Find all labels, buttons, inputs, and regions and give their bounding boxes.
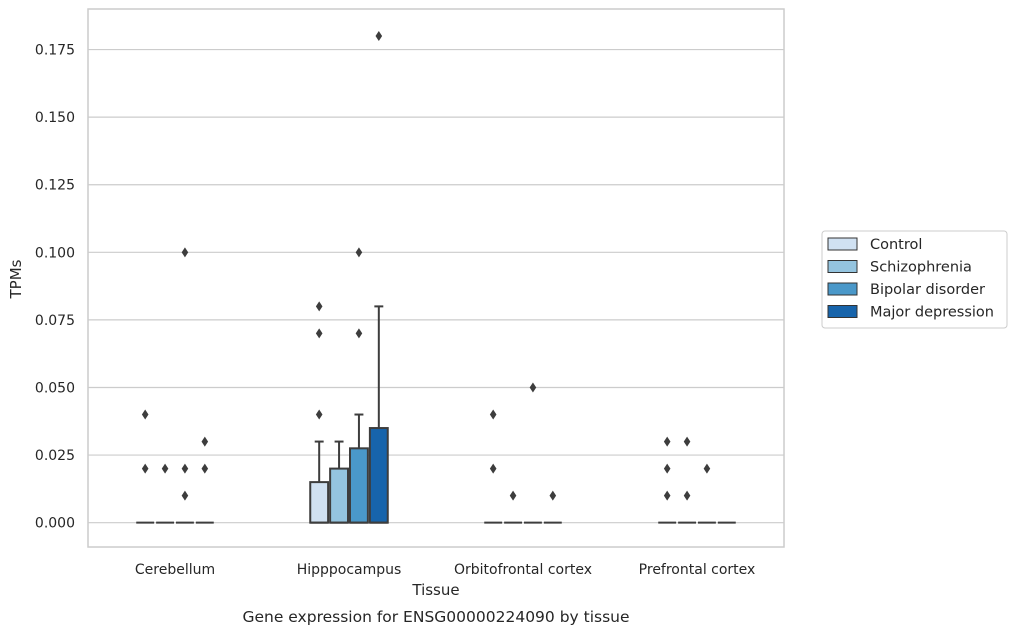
legend-label: Schizophrenia: [870, 260, 972, 276]
box-group: [678, 436, 696, 524]
box-group: [195, 436, 214, 524]
outlier-point: [181, 490, 189, 501]
legend-label: Major depression: [870, 305, 994, 321]
y-tick-label: 0.100: [35, 245, 75, 261]
box: [349, 447, 369, 524]
legend-swatch: [827, 237, 858, 251]
outlier-point: [141, 463, 149, 474]
outlier-point: [509, 490, 517, 501]
chart-caption: Gene expression for ENSG00000224090 by t…: [242, 608, 629, 626]
box-group: [543, 490, 562, 524]
outlier-point: [141, 409, 149, 420]
y-tick-label: 0.150: [35, 110, 75, 126]
outlier-point: [375, 31, 383, 42]
outlier-point: [355, 247, 363, 258]
box-group: [368, 31, 389, 524]
outlier-point: [663, 436, 671, 447]
legend-swatch: [827, 305, 858, 318]
outlier-point: [683, 436, 691, 447]
box: [368, 427, 389, 524]
legend-swatch: [827, 282, 858, 296]
y-tick-labels: 0.000 0.025 0.050 0.075 0.100 0.125 0.150 0.175: [35, 43, 75, 532]
x-tick-label: Prefrontal cortex: [639, 562, 756, 578]
y-tick-label: 0.175: [35, 43, 75, 59]
box-series: [136, 31, 736, 524]
outlier-point: [355, 328, 363, 339]
box-group: [329, 440, 350, 524]
outlier-point: [489, 463, 497, 474]
outlier-point: [663, 490, 671, 501]
outlier-point: [703, 463, 711, 474]
outlier-point: [315, 409, 323, 420]
outlier-point: [315, 301, 323, 312]
box-group: [176, 247, 194, 524]
x-tick-label: Cerebellum: [135, 562, 215, 578]
y-tick-label: 0.025: [35, 448, 75, 464]
box-group: [484, 409, 503, 524]
box-group: [698, 463, 716, 524]
box-group: [136, 409, 155, 524]
legend-swatch: [827, 260, 858, 273]
x-tick-label: Orbitofrontal cortex: [454, 562, 592, 578]
box-group: [349, 247, 369, 524]
box-group: [504, 490, 522, 524]
box-group: [658, 436, 677, 524]
y-axis-label: TPMs: [7, 259, 25, 299]
outlier-point: [663, 463, 671, 474]
outlier-point: [181, 247, 189, 258]
x-tick-labels: Cerebellum Hipppocampus Orbitofrontal cort…: [135, 562, 755, 578]
outlier-point: [181, 463, 189, 474]
outlier-point: [201, 436, 209, 447]
x-tick-label: Hipppocampus: [297, 562, 402, 578]
outlier-point: [201, 463, 209, 474]
box-group: [524, 382, 542, 524]
plot-frame: [87, 8, 785, 548]
x-axis-label: Tissue: [411, 581, 459, 599]
outlier-point: [683, 490, 691, 501]
box: [309, 481, 330, 524]
legend-label: Bipolar disorder: [870, 282, 985, 298]
gridlines: [88, 48, 784, 524]
legend-frame: [821, 230, 1008, 329]
outlier-point: [529, 382, 537, 393]
box-group: [156, 463, 174, 524]
legend-label: Control: [870, 237, 922, 253]
outlier-point: [315, 328, 323, 339]
y-tick-label: 0.000: [35, 516, 75, 532]
outlier-point: [489, 409, 497, 420]
outlier-point: [549, 490, 557, 501]
box: [329, 467, 350, 524]
y-tick-label: 0.075: [35, 313, 75, 329]
y-tick-label: 0.050: [35, 380, 75, 396]
outlier-point: [161, 463, 169, 474]
box-group: [309, 301, 330, 524]
y-tick-label: 0.125: [35, 178, 75, 194]
legend: Control Schizophrenia Bipolar disorder Majo…: [821, 230, 1008, 329]
